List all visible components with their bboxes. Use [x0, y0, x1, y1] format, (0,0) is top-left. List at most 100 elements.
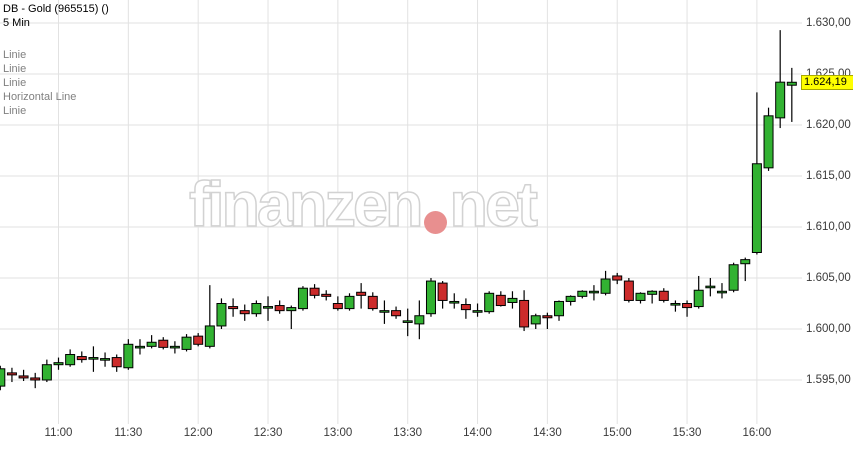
watermark-text-right: net	[449, 170, 539, 240]
candle-body	[193, 335, 204, 345]
candle-body	[751, 163, 762, 253]
candle-body	[297, 287, 308, 310]
time-axis-label: 14:30	[532, 427, 562, 439]
time-axis-label: 15:30	[672, 427, 702, 439]
candle-body	[530, 315, 541, 325]
overlay-item: Linie	[3, 63, 27, 75]
candle-body	[588, 290, 599, 294]
overlay-item: Linie	[3, 105, 27, 117]
watermark: finanzen net	[188, 170, 539, 240]
candle-body	[6, 372, 17, 376]
candle-body	[495, 294, 506, 307]
candle-body	[181, 336, 192, 350]
overlay-list: Linie Linie Linie Horizontal Line Linie	[3, 48, 109, 118]
candle-body	[449, 300, 460, 304]
candle-body	[367, 295, 378, 310]
candle-body	[484, 292, 495, 313]
candle-body	[169, 345, 180, 349]
overlay-item: Linie	[3, 49, 27, 61]
candle-body	[612, 275, 623, 281]
candle-body	[146, 341, 157, 347]
candle-body	[414, 315, 425, 325]
price-axis-label: 1.595,00	[806, 373, 851, 386]
candle-body	[30, 377, 41, 381]
price-axis-label: 1.610,00	[806, 220, 851, 233]
candle-body	[716, 290, 727, 294]
candle-body	[100, 358, 111, 361]
time-axis-label: 14:00	[463, 427, 492, 439]
time-axis-label: 16:00	[742, 427, 772, 439]
candle-body	[647, 290, 658, 295]
time-axis-label: 12:00	[183, 427, 213, 439]
candle-body	[728, 264, 739, 291]
candle-body	[786, 81, 797, 86]
overlay-item: Linie	[3, 77, 27, 89]
candle-body	[682, 303, 693, 309]
instrument-title: DB - Gold (965515) ()	[3, 3, 109, 15]
candle-body	[519, 299, 530, 328]
candle-body	[158, 339, 169, 348]
price-axis-label: 1.605,00	[806, 271, 851, 284]
candle-body	[332, 303, 343, 310]
candle-body	[658, 290, 669, 301]
candle-body	[344, 295, 355, 310]
candle-body	[76, 356, 87, 361]
candle-body	[775, 81, 786, 119]
candle-body	[216, 303, 227, 327]
candle-body	[53, 362, 64, 366]
candle-body	[239, 310, 250, 315]
time-axis-label: 15:00	[602, 427, 632, 439]
candle-body	[600, 278, 611, 294]
chart-legend: DB - Gold (965515) () 5 Min Linie Linie Li…	[3, 2, 109, 118]
price-axis-label: 1.620,00	[806, 118, 851, 131]
candle-body	[437, 282, 448, 301]
candle-body	[554, 300, 565, 317]
chart-interval: 5 Min	[3, 17, 30, 29]
price-axis-label: 1.615,00	[806, 169, 851, 182]
candle-body	[228, 306, 239, 310]
candle-body	[460, 304, 471, 311]
candle-body	[134, 345, 145, 349]
candle-body	[88, 357, 99, 360]
candle-body	[263, 306, 274, 309]
candle-body	[321, 293, 332, 297]
candle-body	[391, 310, 402, 317]
candle-body	[356, 291, 367, 296]
candle-body	[565, 295, 576, 302]
price-axis-label: 1.630,00	[806, 16, 851, 29]
candle-body	[309, 287, 320, 296]
candle-body	[0, 368, 6, 387]
price-axis-label: 1.600,00	[806, 322, 851, 335]
candle-body	[402, 320, 413, 323]
candle-body	[507, 297, 518, 303]
candle-body	[123, 343, 134, 369]
candle-body	[577, 290, 588, 297]
candle-body	[274, 305, 285, 312]
candle-body	[635, 292, 646, 301]
candle-body	[425, 280, 436, 315]
candle-body	[18, 375, 29, 379]
candle-body	[693, 289, 704, 308]
candle-body	[204, 325, 215, 347]
candle-body	[542, 315, 553, 319]
candle-body	[379, 310, 390, 313]
candle-body	[111, 357, 122, 368]
time-axis-label: 11:30	[114, 427, 143, 439]
current-price-tag: 1.624,19	[801, 74, 853, 90]
candle-body	[472, 310, 483, 313]
candle-body	[670, 303, 681, 306]
candle-body	[740, 259, 751, 265]
watermark-dot-icon	[423, 211, 447, 234]
candle-body	[65, 354, 76, 366]
candle-body	[763, 115, 774, 169]
candle-body	[251, 303, 262, 315]
time-axis-label: 13:00	[323, 427, 353, 439]
candle-body	[286, 307, 297, 312]
candle-body	[705, 285, 716, 289]
time-axis-label: 13:30	[393, 427, 423, 439]
time-axis-label: 12:30	[253, 427, 283, 439]
watermark-text-left: finanzen	[188, 170, 424, 240]
time-axis-label: 11:00	[44, 427, 73, 439]
